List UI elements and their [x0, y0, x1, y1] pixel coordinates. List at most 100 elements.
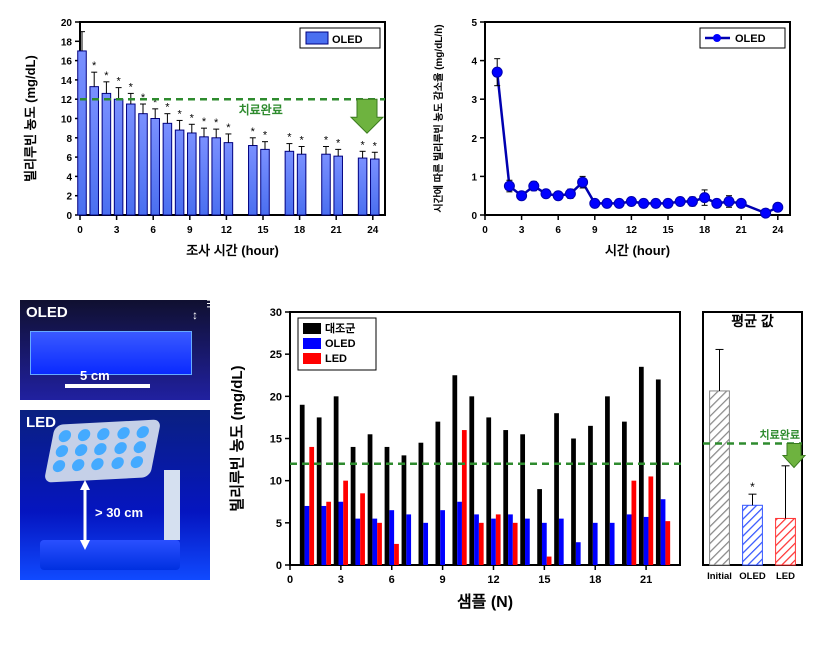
- svg-text:14: 14: [61, 76, 73, 87]
- svg-text:시간 (hour): 시간 (hour): [605, 243, 670, 258]
- svg-text:치료완료: 치료완료: [760, 428, 800, 442]
- svg-text:15: 15: [257, 225, 269, 236]
- svg-text:3: 3: [114, 225, 120, 236]
- svg-text:Initial: Initial: [707, 571, 732, 582]
- oled-thickness-arrow: ↕: [192, 308, 198, 322]
- led-base: [40, 540, 180, 570]
- svg-text:*: *: [373, 140, 378, 152]
- svg-text:20: 20: [270, 391, 282, 403]
- svg-text:*: *: [177, 108, 182, 120]
- svg-text:24: 24: [772, 225, 784, 236]
- svg-text:0: 0: [77, 225, 83, 236]
- svg-text:*: *: [336, 137, 341, 149]
- svg-text:6: 6: [555, 225, 561, 236]
- svg-text:10: 10: [61, 115, 73, 126]
- svg-text:5: 5: [471, 18, 477, 29]
- svg-text:18: 18: [294, 225, 306, 236]
- svg-text:*: *: [214, 117, 219, 129]
- svg-text:시간에 따른 빌리루빈 농도 감소율 (mg/dL/h): 시간에 따른 빌리루빈 농도 감소율 (mg/dL/h): [432, 24, 445, 212]
- svg-text:20: 20: [61, 18, 73, 29]
- svg-text:OLED: OLED: [325, 338, 356, 350]
- svg-text:1: 1: [471, 172, 477, 183]
- photo-led-panel: LED > 30 cm: [20, 410, 210, 580]
- svg-text:25: 25: [270, 349, 282, 361]
- svg-text:대조군: 대조군: [325, 321, 355, 335]
- oled-scalebar-label: 5 cm: [80, 368, 110, 383]
- line-chart-svg: 01234503691215182124OLED시간 (hour)시간에 따른 …: [425, 10, 805, 270]
- svg-text:*: *: [92, 60, 97, 72]
- svg-text:21: 21: [736, 225, 748, 236]
- svg-text:*: *: [251, 126, 256, 138]
- led-lamp-head: [44, 419, 162, 482]
- svg-text:12: 12: [626, 225, 638, 236]
- svg-text:6: 6: [389, 574, 395, 586]
- svg-text:*: *: [324, 134, 329, 146]
- svg-text:18: 18: [589, 574, 601, 586]
- svg-text:2: 2: [471, 134, 477, 145]
- top-left-chart: 0246810121416182003691215182124*********…: [20, 10, 400, 275]
- svg-text:*: *: [299, 134, 304, 146]
- svg-text:2: 2: [66, 192, 72, 203]
- svg-text:9: 9: [187, 225, 193, 236]
- svg-text:15: 15: [538, 574, 550, 586]
- svg-text:*: *: [165, 102, 170, 114]
- svg-text:*: *: [287, 132, 292, 144]
- svg-text:18: 18: [699, 225, 711, 236]
- svg-text:조사 시간 (hour): 조사 시간 (hour): [186, 243, 279, 258]
- svg-text:*: *: [202, 116, 207, 128]
- svg-text:12: 12: [221, 225, 233, 236]
- svg-text:빌리루빈 농도 (mg/dL): 빌리루빈 농도 (mg/dL): [229, 365, 246, 511]
- svg-text:3: 3: [519, 225, 525, 236]
- svg-text:24: 24: [367, 225, 379, 236]
- svg-text:OLED: OLED: [332, 34, 363, 46]
- svg-text:15: 15: [662, 225, 674, 236]
- svg-text:4: 4: [471, 57, 477, 68]
- led-label: LED: [26, 414, 56, 431]
- oled-scalebar: [65, 384, 150, 388]
- svg-text:*: *: [750, 480, 755, 494]
- mean-panel-svg: Initial*OLEDLED치료완료평균 값: [695, 300, 810, 620]
- svg-text:21: 21: [331, 225, 343, 236]
- grouped-bar-svg: 051015202530036912151821대조군OLEDLED샘플 (N)…: [225, 300, 690, 620]
- svg-text:*: *: [190, 112, 195, 124]
- svg-text:5: 5: [276, 518, 282, 530]
- top-right-chart: 01234503691215182124OLED시간 (hour)시간에 따른 …: [425, 10, 805, 275]
- svg-text:LED: LED: [325, 353, 347, 365]
- svg-text:4: 4: [66, 172, 72, 183]
- svg-text:*: *: [104, 70, 109, 82]
- svg-text:12: 12: [487, 574, 499, 586]
- svg-text:평균 값: 평균 값: [731, 313, 774, 329]
- svg-text:*: *: [360, 139, 365, 151]
- svg-text:18: 18: [61, 37, 73, 48]
- bar-chart-svg: 0246810121416182003691215182124*********…: [20, 10, 400, 270]
- svg-text:6: 6: [66, 153, 72, 164]
- svg-text:15: 15: [270, 434, 282, 446]
- svg-text:0: 0: [287, 574, 293, 586]
- svg-text:30: 30: [270, 307, 282, 319]
- svg-text:빌리루빈 농도 (mg/dL): 빌리루빈 농도 (mg/dL): [23, 55, 38, 182]
- bottom-main-chart: 051015202530036912151821대조군OLEDLED샘플 (N)…: [225, 300, 690, 625]
- bottom-right-chart: Initial*OLEDLED치료완료평균 값: [695, 300, 810, 625]
- svg-text:21: 21: [640, 574, 652, 586]
- svg-text:6: 6: [150, 225, 156, 236]
- svg-text:3: 3: [338, 574, 344, 586]
- svg-text:9: 9: [440, 574, 446, 586]
- svg-text:8: 8: [66, 134, 72, 145]
- svg-text:0: 0: [66, 211, 72, 222]
- svg-text:*: *: [116, 76, 121, 88]
- svg-text:0: 0: [276, 560, 282, 572]
- led-distance-arrow: [75, 480, 95, 550]
- svg-text:0: 0: [482, 225, 488, 236]
- svg-text:16: 16: [61, 57, 73, 68]
- led-distance-label: > 30 cm: [95, 505, 143, 520]
- svg-text:*: *: [226, 122, 231, 134]
- led-stand: [164, 470, 180, 540]
- oled-strip: [30, 331, 192, 375]
- svg-text:치료완료: 치료완료: [239, 102, 283, 117]
- photo-oled-panel: OLED 5 cm 0.91 mm ↕: [20, 300, 210, 400]
- svg-text:샘플 (N): 샘플 (N): [457, 593, 513, 611]
- svg-text:12: 12: [61, 95, 73, 106]
- svg-text:*: *: [263, 130, 268, 142]
- svg-text:3: 3: [471, 95, 477, 106]
- svg-text:OLED: OLED: [735, 33, 766, 45]
